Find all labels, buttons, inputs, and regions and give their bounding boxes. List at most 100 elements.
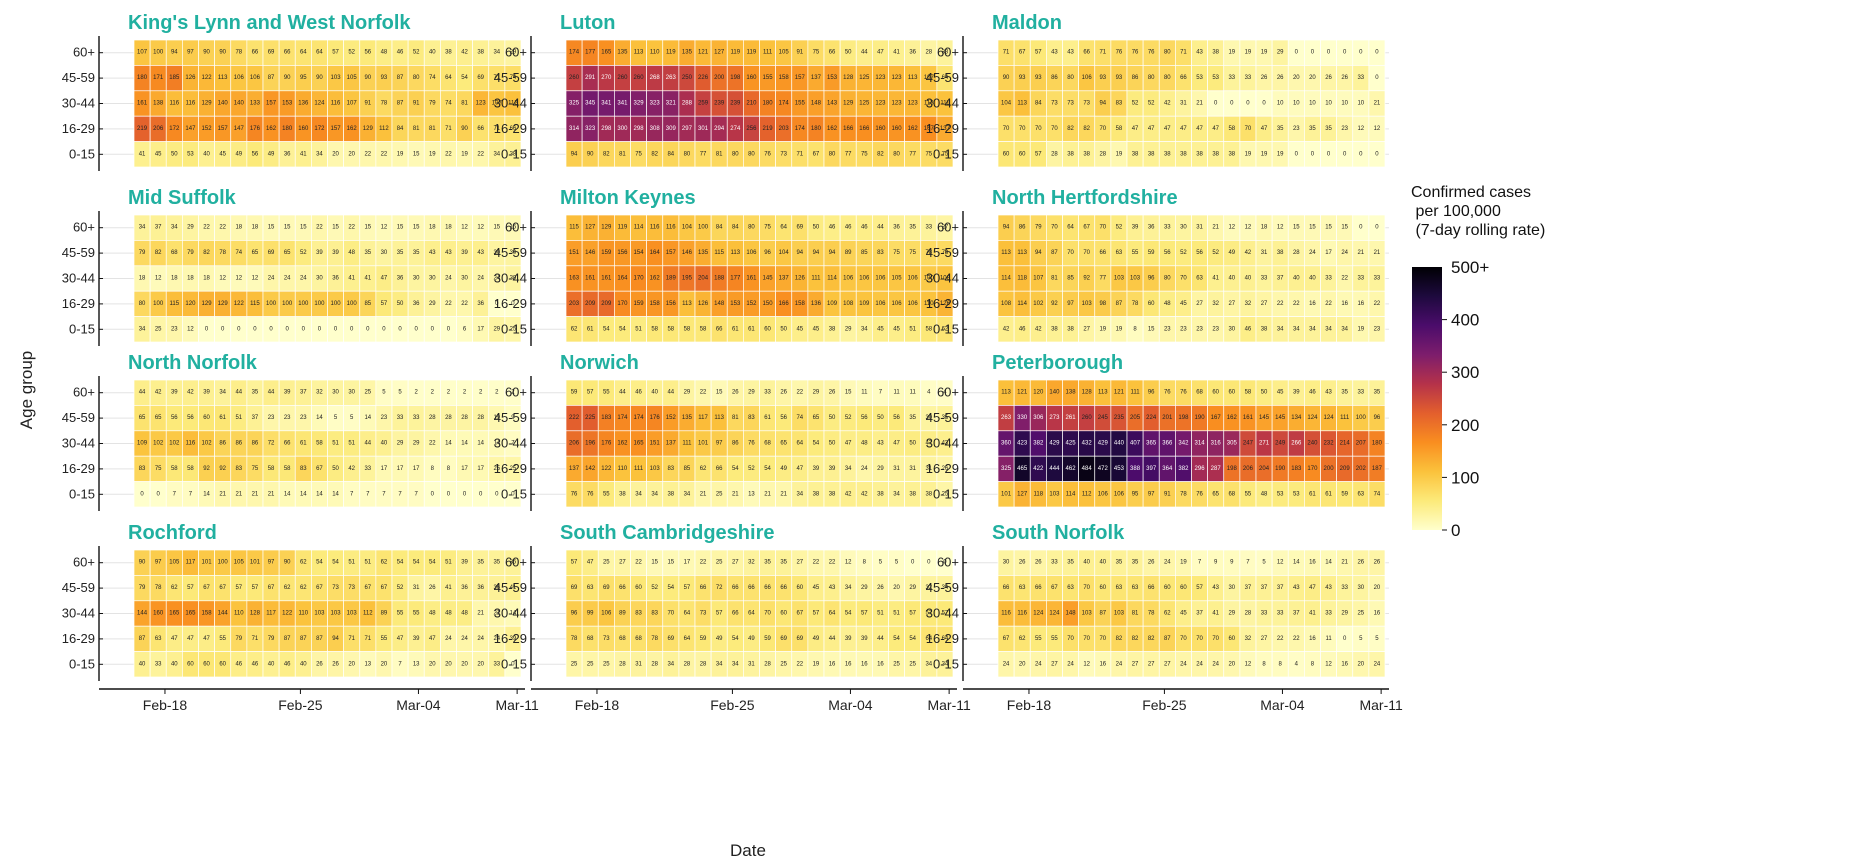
cell-value: 25 [893, 661, 900, 667]
cell-value: 74 [429, 75, 436, 81]
cell-value: 17 [477, 466, 484, 472]
cell-value: 71 [1180, 50, 1187, 56]
cell-value: 43 [829, 585, 836, 591]
cell-value: 43 [877, 441, 884, 447]
cell-value: 152 [666, 415, 677, 421]
cell-value: 113 [634, 50, 644, 56]
cell-value: 14 [1325, 560, 1332, 566]
cell-value: 100 [218, 560, 229, 566]
cell-value: 159 [601, 250, 612, 256]
cell-value: 36 [332, 276, 339, 282]
cell-value: 484 [1082, 466, 1093, 472]
cell-value: 57 [1035, 151, 1042, 157]
cell-value: 20 [1374, 585, 1381, 591]
cell-value: 126 [185, 75, 196, 81]
cell-value: 195 [682, 276, 693, 282]
cell-value: 56 [780, 415, 787, 421]
cell-value: 29 [1277, 50, 1284, 56]
cell-value: 65 [1212, 491, 1219, 497]
panel-1: Luton 60+ 45-59 30-44 16-29 0-15 174 177 165 135 1… [494, 12, 957, 171]
cell-value: 34 [1309, 326, 1316, 332]
cell-value: 35 [364, 250, 371, 256]
cell-value: 76 [1148, 50, 1155, 56]
cell-value: 177 [585, 50, 596, 56]
cell-value: 316 [1211, 441, 1222, 447]
cell-value: 239 [730, 101, 741, 107]
cell-value: 158 [650, 301, 661, 307]
age-group-label: 0-15 [501, 486, 527, 501]
cell-value: 122 [601, 466, 612, 472]
cell-value: 69 [477, 75, 484, 81]
cell-value: 104 [1001, 101, 1012, 107]
cell-value: 42 [187, 390, 194, 396]
cell-value: 174 [617, 415, 628, 421]
cell-value: 19 [1228, 50, 1235, 56]
cell-value: 47 [1309, 585, 1316, 591]
cell-value: 22 [700, 560, 707, 566]
cell-value: 33 [1357, 75, 1364, 81]
cell-value: 33 [942, 50, 949, 56]
cell-value: 41 [893, 50, 900, 56]
cell-value: 49 [748, 636, 755, 642]
cell-value: 57 [587, 390, 594, 396]
cell-value: 24 [1309, 250, 1316, 256]
cell-value: 73 [1067, 101, 1074, 107]
x-tick-label: Feb-18 [1007, 697, 1052, 713]
cell-value: 12 [1374, 126, 1381, 132]
cell-value: 52 [845, 415, 852, 421]
cell-value: 90 [587, 151, 594, 157]
cell-value: 91 [413, 101, 420, 107]
cell-value: 66 [1035, 585, 1042, 591]
cell-value: 58 [651, 326, 658, 332]
cell-value: 60 [203, 415, 210, 421]
cell-value: 185 [169, 75, 180, 81]
age-group-label: 60+ [73, 555, 95, 570]
cell-value: 291 [585, 75, 596, 81]
cell-value: 15 [332, 225, 339, 231]
cell-value: 35 [1309, 126, 1316, 132]
cell-value: 35 [1277, 126, 1284, 132]
cell-value: 20 [1228, 661, 1235, 667]
legend-max-label: 500+ [1451, 258, 1489, 277]
cell-value: 107 [492, 101, 503, 107]
age-group-label: 30-44 [926, 606, 959, 621]
cell-value: 56 [1164, 250, 1171, 256]
cell-value: 54 [909, 636, 916, 642]
cell-value: 101 [1001, 491, 1012, 497]
cell-value: 22 [316, 225, 323, 231]
cell-value: 166 [843, 126, 854, 132]
cell-value: 24 [1116, 661, 1123, 667]
cell-value: 27 [619, 560, 626, 566]
cell-value: 51 [635, 326, 642, 332]
cell-value: 71 [348, 636, 355, 642]
cell-value: 22 [1374, 301, 1381, 307]
cell-value: 161 [585, 276, 596, 282]
cell-value: 55 [603, 491, 610, 497]
cell-value: 91 [796, 50, 803, 56]
cell-value: 160 [298, 126, 309, 132]
cell-value: 12 [461, 225, 468, 231]
cell-value: 15 [1148, 326, 1155, 332]
cell-value: 18 [171, 276, 178, 282]
cell-value: 34 [316, 151, 323, 157]
age-group-label: 30-44 [926, 271, 959, 286]
cell-value: 165 [185, 611, 196, 617]
cell-value: 87 [1164, 636, 1171, 642]
cell-value: 136 [298, 101, 309, 107]
cell-value: 106 [908, 301, 919, 307]
cell-value: 150 [763, 301, 774, 307]
cell-value: 77 [845, 151, 852, 157]
cell-value: 256 [746, 126, 757, 132]
cell-value: 177 [730, 276, 741, 282]
cell-value: 28 [1099, 151, 1106, 157]
cell-value: 48 [348, 250, 355, 256]
cell-value: 27 [1164, 661, 1171, 667]
cell-value: 89 [381, 611, 388, 617]
cell-value: 24 [1341, 250, 1348, 256]
cell-value: 82 [1083, 126, 1090, 132]
cell-value: 16 [829, 661, 836, 667]
age-group-label: 16-29 [926, 631, 959, 646]
cell-value: 296 [1195, 466, 1206, 472]
cell-value: 71 [493, 126, 500, 132]
cell-value: 35 [1116, 560, 1123, 566]
